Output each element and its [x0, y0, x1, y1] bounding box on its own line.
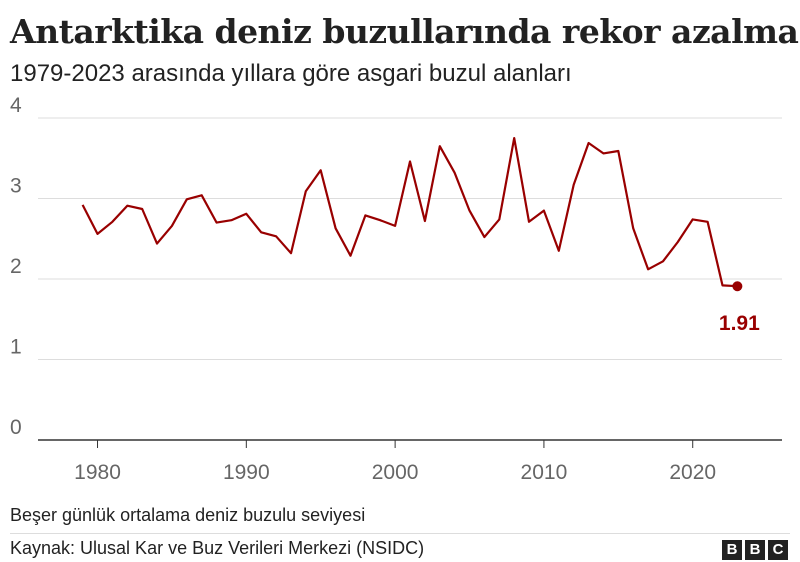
data-point — [676, 240, 680, 244]
line-chart: 0 1 2 3 4 1980 1990 2000 2010 2020 1.91 — [10, 94, 782, 484]
footer-divider — [10, 533, 790, 534]
chart-subtitle: 1979-2023 arasında yıllara göre asgari b… — [10, 60, 572, 87]
logo-letter: B — [745, 540, 765, 560]
bbc-logo: B B C — [722, 540, 788, 560]
x-tick-label: 1980 — [74, 461, 121, 484]
data-point — [259, 230, 263, 234]
data-point — [200, 193, 204, 197]
y-tick-label: 1 — [10, 336, 22, 359]
data-point — [587, 141, 591, 145]
data-point — [468, 209, 472, 213]
data-point — [229, 218, 233, 222]
data-point — [363, 213, 367, 217]
data-point — [453, 171, 457, 175]
data-point — [438, 144, 442, 148]
data-point — [378, 218, 382, 222]
data-point — [631, 226, 635, 230]
y-tick-label: 4 — [10, 94, 22, 117]
data-point — [348, 254, 352, 258]
series-line — [81, 137, 738, 288]
data-point — [274, 234, 278, 238]
data-point — [125, 204, 129, 208]
data-point — [661, 259, 665, 263]
data-point — [408, 159, 412, 163]
source-text: Kaynak: Ulusal Kar ve Buz Verileri Merke… — [10, 538, 425, 558]
data-point — [334, 226, 338, 230]
data-point — [482, 235, 486, 239]
x-tick-label: 2000 — [372, 461, 419, 484]
data-point — [601, 151, 605, 155]
data-point — [423, 219, 427, 223]
data-point — [304, 189, 308, 193]
data-point — [170, 224, 174, 228]
y-tick-label: 2 — [10, 255, 22, 278]
data-point — [720, 283, 724, 287]
data-point — [110, 220, 114, 224]
data-point — [706, 220, 710, 224]
x-axis: 1980 1990 2000 2010 2020 — [74, 440, 716, 484]
data-point — [691, 217, 695, 221]
data-point — [527, 220, 531, 224]
data-point — [542, 209, 546, 213]
data-point — [244, 212, 248, 216]
data-point — [215, 221, 219, 225]
y-tick-label: 3 — [10, 175, 22, 198]
data-point — [646, 267, 650, 271]
data-point — [497, 217, 501, 221]
last-point-marker — [732, 281, 743, 292]
x-tick-label: 1990 — [223, 461, 270, 484]
last-value-label: 1.91 — [719, 312, 760, 335]
data-point — [393, 224, 397, 228]
chart-note: Beşer günlük ortalama deniz buzulu seviy… — [10, 505, 366, 525]
y-tick-labels: 0 1 2 3 4 — [10, 94, 22, 439]
data-point — [572, 183, 576, 187]
logo-letter: B — [722, 540, 742, 560]
data-point — [185, 197, 189, 201]
data-point — [140, 207, 144, 211]
data-point — [319, 168, 323, 172]
data-point — [616, 149, 620, 153]
x-tick-label: 2020 — [669, 461, 716, 484]
x-tick-label: 2010 — [521, 461, 568, 484]
data-point — [557, 249, 561, 253]
data-point — [289, 251, 293, 255]
grid-lines — [38, 117, 782, 441]
data-point — [512, 136, 516, 140]
data-point — [96, 232, 100, 236]
data-point — [81, 203, 85, 207]
y-tick-label: 0 — [10, 416, 22, 439]
logo-letter: C — [768, 540, 788, 560]
chart-title: Antarktika deniz buzullarında rekor azal… — [10, 12, 799, 51]
data-point — [155, 242, 159, 246]
